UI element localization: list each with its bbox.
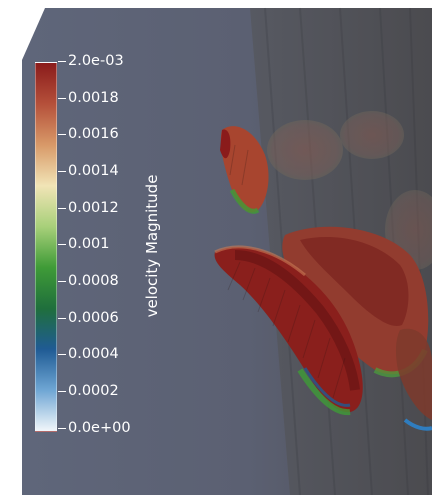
colorbar-tick-label: 0.0008 (58, 274, 119, 289)
colorbar-tick-label: 0.0e+00 (58, 421, 131, 436)
flow-region (340, 111, 404, 159)
colorbar-tick-label: 0.0006 (58, 311, 119, 326)
colorbar-tick-label: 2.0e-03 (58, 54, 124, 69)
colorbar-tick-label: 0.0002 (58, 384, 119, 399)
colorbar-tick-label: 0.0012 (58, 201, 119, 216)
flow-region (267, 120, 343, 180)
colorbar-tick-label: 0.0016 (58, 127, 119, 142)
flow-plume (395, 328, 432, 420)
colorbar-gradient (35, 62, 57, 432)
colorbar-title: velocity Magnitude (143, 174, 161, 318)
flow-plume (214, 246, 363, 413)
colorbar-tick-label: 0.001 (58, 237, 110, 252)
colorbar-tick-label: 0.0004 (58, 347, 119, 362)
colorbar-tick-label: 0.0014 (58, 164, 119, 179)
colorbar-tick-label: 0.0018 (58, 91, 119, 106)
